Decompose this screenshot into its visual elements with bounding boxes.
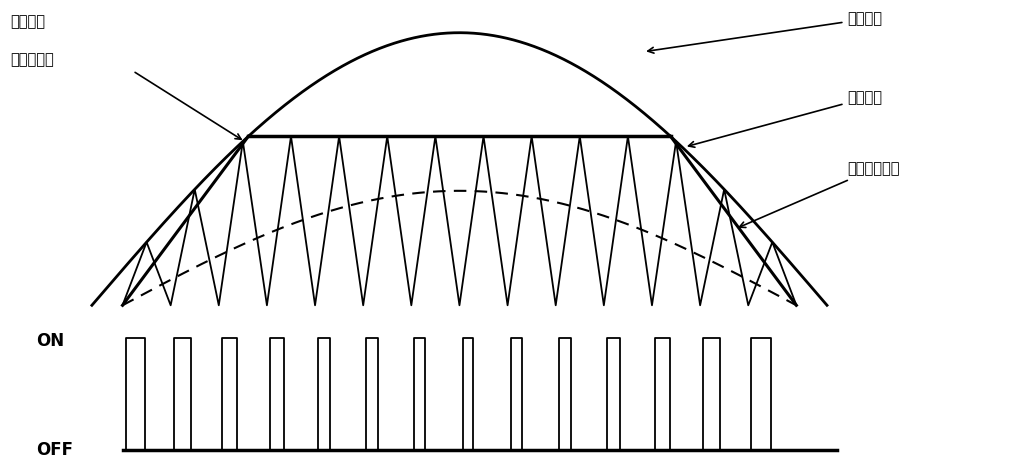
Text: 电感电流: 电感电流 bbox=[688, 91, 882, 147]
Text: 输入电压: 输入电压 bbox=[647, 12, 882, 53]
Text: 平均输入电流: 平均输入电流 bbox=[739, 161, 900, 227]
Text: ON: ON bbox=[36, 333, 64, 350]
Text: OFF: OFF bbox=[36, 441, 72, 459]
Text: 电感电流: 电感电流 bbox=[10, 15, 45, 29]
Text: 峰值包络线: 峰值包络线 bbox=[10, 53, 54, 68]
